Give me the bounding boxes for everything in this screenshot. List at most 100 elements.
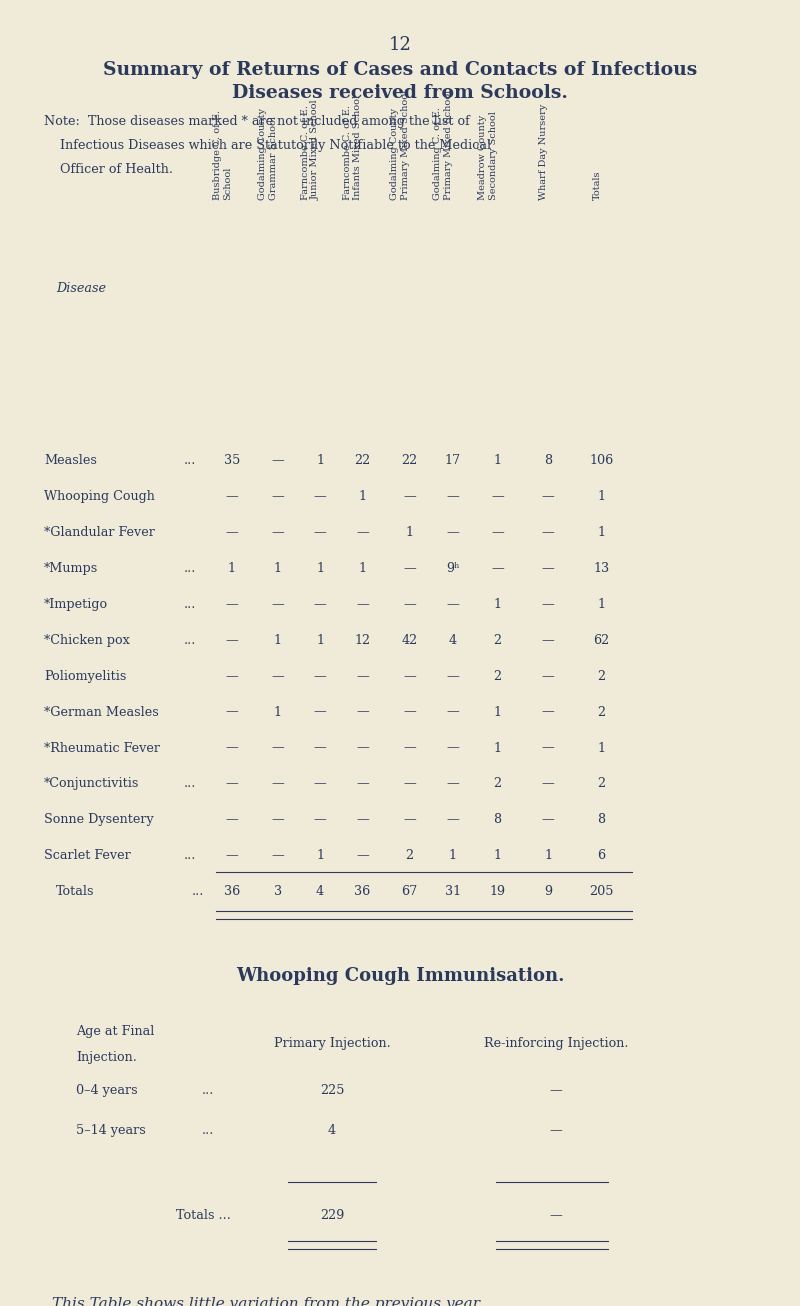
Text: —: — (542, 777, 554, 790)
Text: 12: 12 (354, 633, 370, 646)
Text: 9ʰ: 9ʰ (446, 562, 460, 575)
Text: ...: ... (202, 1084, 214, 1097)
Text: —: — (356, 849, 369, 862)
Text: 8: 8 (598, 814, 606, 827)
Text: —: — (403, 777, 416, 790)
Text: 36: 36 (224, 885, 240, 899)
Text: —: — (226, 849, 238, 862)
Text: —: — (446, 490, 459, 503)
Text: Busbridge C. of E.
School: Busbridge C. of E. School (213, 110, 232, 200)
Text: —: — (491, 490, 504, 503)
Text: 35: 35 (224, 454, 240, 468)
Text: Meadrow County
Secondary School: Meadrow County Secondary School (478, 111, 498, 200)
Text: —: — (271, 598, 284, 611)
Text: —: — (403, 814, 416, 827)
Text: —: — (314, 742, 326, 755)
Text: —: — (271, 490, 284, 503)
Text: —: — (491, 526, 504, 539)
Text: —: — (356, 670, 369, 683)
Text: 0–4 years: 0–4 years (76, 1084, 138, 1097)
Text: 13: 13 (594, 562, 610, 575)
Text: 2: 2 (598, 777, 606, 790)
Text: Primary Injection.: Primary Injection. (274, 1037, 390, 1050)
Text: 4: 4 (449, 633, 457, 646)
Text: —: — (271, 454, 284, 468)
Text: 42: 42 (402, 633, 418, 646)
Text: 1: 1 (274, 562, 282, 575)
Text: —: — (226, 670, 238, 683)
Text: 1: 1 (358, 490, 366, 503)
Text: 1: 1 (598, 598, 606, 611)
Text: ...: ... (184, 562, 196, 575)
Text: —: — (550, 1209, 562, 1222)
Text: Scarlet Fever: Scarlet Fever (44, 849, 130, 862)
Text: 1: 1 (449, 849, 457, 862)
Text: —: — (226, 526, 238, 539)
Text: —: — (314, 777, 326, 790)
Text: 1: 1 (274, 705, 282, 718)
Text: 106: 106 (590, 454, 614, 468)
Text: 1: 1 (406, 526, 414, 539)
Text: 205: 205 (590, 885, 614, 899)
Text: ...: ... (184, 633, 196, 646)
Text: 2: 2 (494, 633, 502, 646)
Text: 2: 2 (494, 670, 502, 683)
Text: Wharf Day Nursery: Wharf Day Nursery (539, 103, 548, 200)
Text: 2: 2 (494, 777, 502, 790)
Text: —: — (226, 598, 238, 611)
Text: 12: 12 (389, 35, 411, 54)
Text: —: — (446, 670, 459, 683)
Text: 8: 8 (544, 454, 552, 468)
Text: 1: 1 (274, 633, 282, 646)
Text: —: — (446, 598, 459, 611)
Text: —: — (403, 742, 416, 755)
Text: Whooping Cough Immunisation.: Whooping Cough Immunisation. (236, 968, 564, 985)
Text: —: — (271, 670, 284, 683)
Text: Measles: Measles (44, 454, 97, 468)
Text: 4: 4 (328, 1123, 336, 1136)
Text: Farncombe C. of E.
Infants Mixed School: Farncombe C. of E. Infants Mixed School (343, 95, 362, 200)
Text: —: — (314, 490, 326, 503)
Text: Poliomyelitis: Poliomyelitis (44, 670, 126, 683)
Text: 22: 22 (354, 454, 370, 468)
Text: 31: 31 (445, 885, 461, 899)
Text: —: — (314, 598, 326, 611)
Text: —: — (356, 777, 369, 790)
Text: *Impetigo: *Impetigo (44, 598, 108, 611)
Text: 62: 62 (594, 633, 610, 646)
Text: ...: ... (184, 777, 196, 790)
Text: 1: 1 (494, 742, 502, 755)
Text: —: — (226, 705, 238, 718)
Text: —: — (542, 670, 554, 683)
Text: 225: 225 (320, 1084, 344, 1097)
Text: 36: 36 (354, 885, 370, 899)
Text: 19: 19 (490, 885, 506, 899)
Text: *Chicken pox: *Chicken pox (44, 633, 130, 646)
Text: 1: 1 (494, 454, 502, 468)
Text: 3: 3 (274, 885, 282, 899)
Text: Disease: Disease (56, 282, 106, 295)
Text: *Rheumatic Fever: *Rheumatic Fever (44, 742, 160, 755)
Text: —: — (271, 526, 284, 539)
Text: *Glandular Fever: *Glandular Fever (44, 526, 155, 539)
Text: 1: 1 (598, 742, 606, 755)
Text: 1: 1 (316, 633, 324, 646)
Text: —: — (271, 849, 284, 862)
Text: —: — (226, 814, 238, 827)
Text: —: — (542, 598, 554, 611)
Text: —: — (446, 777, 459, 790)
Text: Age at Final: Age at Final (76, 1025, 154, 1038)
Text: 1: 1 (228, 562, 236, 575)
Text: Farncombe C. of E.
Junior Mixed School: Farncombe C. of E. Junior Mixed School (301, 99, 320, 200)
Text: Godalming County
Grammar School: Godalming County Grammar School (258, 108, 278, 200)
Text: —: — (314, 670, 326, 683)
Text: 1: 1 (316, 562, 324, 575)
Text: —: — (356, 598, 369, 611)
Text: 229: 229 (320, 1209, 344, 1222)
Text: Totals ...: Totals ... (176, 1209, 231, 1222)
Text: 1: 1 (544, 849, 552, 862)
Text: ...: ... (202, 1123, 214, 1136)
Text: 2: 2 (598, 670, 606, 683)
Text: —: — (271, 777, 284, 790)
Text: —: — (314, 705, 326, 718)
